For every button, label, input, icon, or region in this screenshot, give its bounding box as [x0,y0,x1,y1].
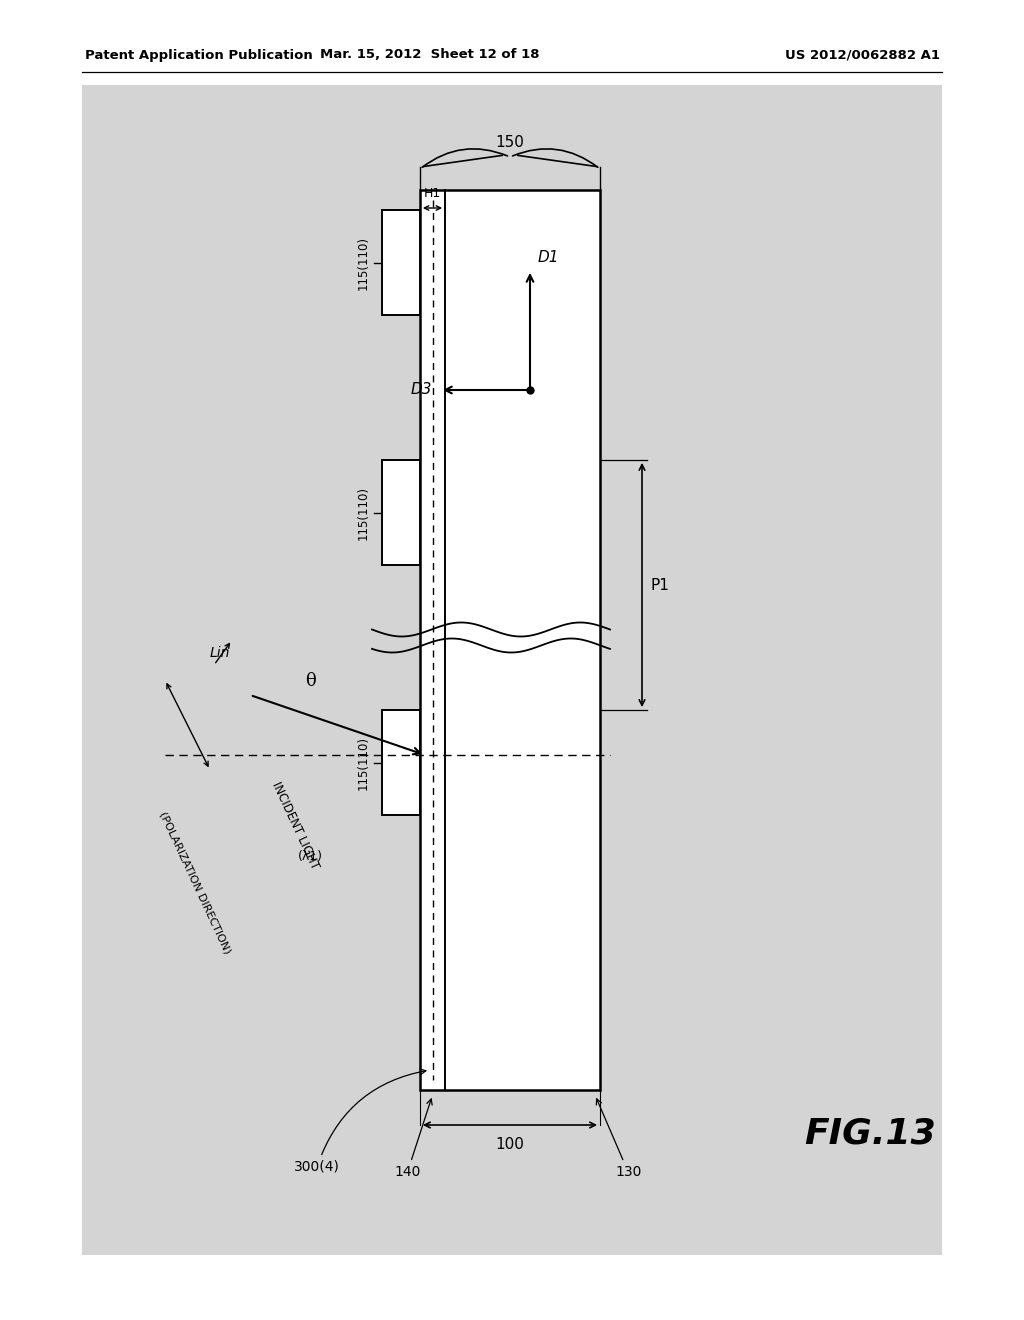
Text: D1: D1 [538,249,559,265]
Text: 115(110): 115(110) [357,235,370,289]
Text: 115(110): 115(110) [357,486,370,540]
Bar [382,210,420,315]
Bar [382,710,420,814]
Text: 115(110): 115(110) [357,735,370,789]
Text: 150: 150 [496,135,524,150]
Bar [382,459,420,565]
Text: (POLARIZATION DIRECTION): (POLARIZATION DIRECTION) [158,810,232,956]
Text: Lin: Lin [210,645,230,660]
Text: US 2012/0062882 A1: US 2012/0062882 A1 [785,49,940,62]
Text: 300(4): 300(4) [294,1069,426,1173]
Text: θ: θ [305,672,315,690]
Text: D3: D3 [411,383,432,397]
Text: 130: 130 [596,1098,641,1179]
Text: P1: P1 [650,578,669,593]
Text: H1: H1 [424,187,441,201]
Text: Mar. 15, 2012  Sheet 12 of 18: Mar. 15, 2012 Sheet 12 of 18 [321,49,540,62]
Text: 140: 140 [394,1100,432,1179]
Text: FIG.13: FIG.13 [804,1115,936,1150]
Bar [82,84,942,1255]
Text: (λ1): (λ1) [298,850,323,863]
Text: Patent Application Publication: Patent Application Publication [85,49,312,62]
Bar [420,190,600,1090]
Text: INCIDENT LIGHT: INCIDENT LIGHT [269,780,321,871]
Text: 100: 100 [496,1137,524,1152]
